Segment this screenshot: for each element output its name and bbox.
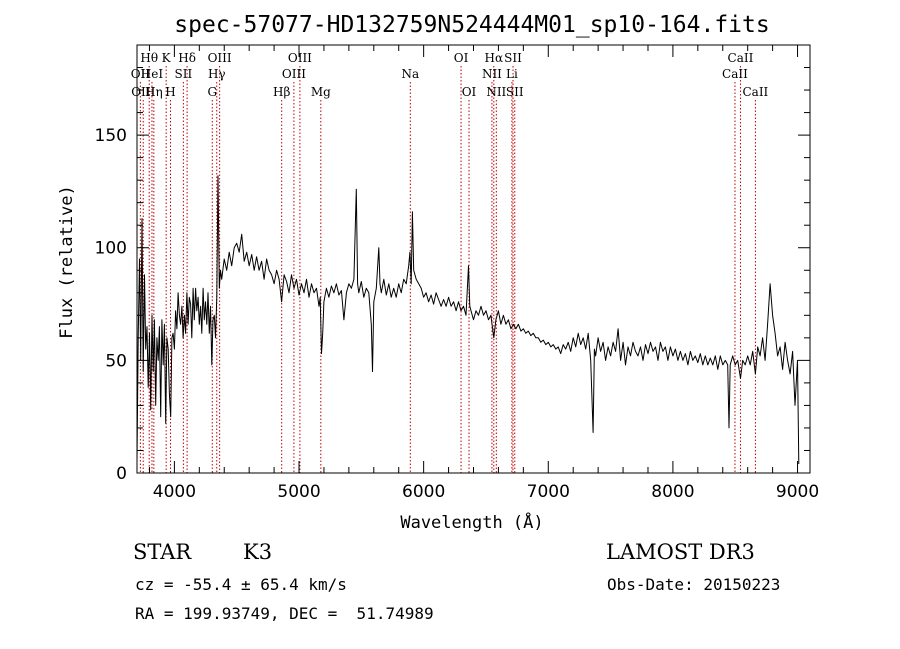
spectral-line-label: Hδ [178,51,196,65]
spectral-line-label: SII [504,51,522,65]
axes-layer: 4000 5000 6000 7000 8000 9000 0 50 100 150 [95,44,819,502]
x-tick-label: 4000 [153,482,196,502]
plot-frame [136,44,811,474]
survey-name: LAMOST DR3 [606,540,755,564]
spectral-line-label: Hα [485,51,504,65]
x-tick-label: 8000 [651,482,694,502]
x-tick-label: 7000 [527,482,570,502]
x-tick-label: 9000 [776,482,819,502]
spectrum-layer [136,175,800,465]
spectral-line-label: SII [175,67,193,81]
spectral-line-label: NII [482,67,502,81]
spectral-line-label: CaII [742,85,768,99]
spectrum-series [136,175,800,465]
spectral-line-label: SII [506,85,524,99]
spectral-line-label: Hη [145,85,163,99]
spectral-line-label: Hθ [140,51,158,65]
spectral-line-label: Mg [311,85,331,99]
spectral-line-label: OIII [282,67,306,81]
y-tick-label: 0 [116,464,127,484]
spectral-line-label: OI [454,51,469,65]
spectral-line-label: Na [401,67,419,81]
observation-date: Obs-Date: 20150223 [607,575,781,594]
spectral-line-label: CaII [722,67,748,81]
spectral-line-label: OI [462,85,477,99]
spectral-line-label: NII [486,85,506,99]
chart-title: spec-57077-HD132759N524444M01_sp10-164.f… [174,12,769,38]
sky-coordinates: RA = 199.93749, DEC = 51.74989 [135,604,434,623]
spectral-line-label: HeI [141,67,164,81]
y-tick-label: 50 [105,351,127,371]
y-axis-label: Flux (relative) [57,185,77,339]
redshift-velocity: cz = -55.4 ± 65.4 km/s [135,575,347,594]
spectral-line-label: Li [506,67,518,81]
spectral-line-label: G [207,85,217,99]
spectral-line-label: OIII [288,51,312,65]
spectral-line-label: OII [131,67,151,81]
x-tick-label: 5000 [277,482,320,502]
y-tick-label: 150 [95,126,127,146]
spectral-line-label: Hβ [273,85,290,99]
spectral-line-label: Hγ [208,67,226,81]
object-subclass: K3 [243,540,273,564]
spectral-line-label: OIII [208,51,232,65]
spectral-line-label: CaII [728,51,754,65]
spectral-line-label: H [165,85,175,99]
spectral-line-label: K [162,51,172,65]
x-axis-label: Wavelength (Å) [400,511,543,533]
x-tick-label: 6000 [402,482,445,502]
object-class: STAR [133,540,192,564]
y-tick-label: 100 [95,239,127,259]
